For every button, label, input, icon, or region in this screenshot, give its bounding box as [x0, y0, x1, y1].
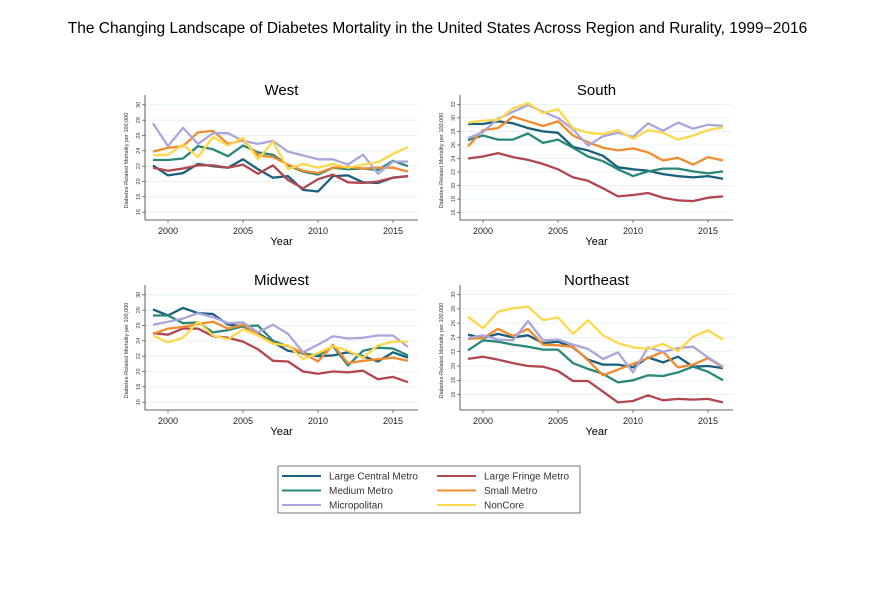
- x-tick-label: 2015: [383, 416, 403, 426]
- y-axis-label: Diabetes-Related Mortality per 100,000: [124, 113, 130, 209]
- series-line-south-small-metro: [467, 115, 724, 166]
- figure-title: The Changing Landscape of Diabetes Morta…: [67, 20, 808, 37]
- y-tick-label: 20: [451, 182, 457, 188]
- y-tick-label: 20: [136, 178, 142, 184]
- y-tick-label: 30: [136, 102, 142, 108]
- y-tick-label: 24: [451, 155, 457, 161]
- y-tick-label: 18: [136, 194, 142, 200]
- y-tick-label: 24: [451, 334, 457, 340]
- y-axis-label: Diabetes-Related Mortality per 100,000: [124, 303, 130, 399]
- series-line-northeast-noncore: [467, 305, 724, 353]
- y-tick-label: 22: [451, 169, 457, 175]
- x-tick-label: 2000: [473, 226, 493, 236]
- y-tick-label: 22: [451, 349, 457, 355]
- x-tick-label: 2005: [233, 416, 253, 426]
- legend-label: Large Central Metro: [329, 472, 418, 483]
- y-axis-label: Diabetes-Related Mortality per 100,000: [439, 113, 445, 209]
- y-tick-label: 22: [136, 163, 142, 169]
- y-tick-label: 30: [136, 292, 142, 298]
- y-tick-label: 32: [451, 101, 457, 107]
- x-axis-label: Year: [585, 426, 608, 438]
- series-line-south-medium-metro: [467, 132, 724, 178]
- x-tick-label: 2005: [548, 226, 568, 236]
- x-tick-label: 2000: [473, 416, 493, 426]
- series-line-south-large-central-metro: [468, 120, 724, 180]
- panel-title-midwest: Midwest: [254, 272, 310, 289]
- legend-box: [277, 465, 581, 514]
- x-tick-label: 2015: [698, 416, 718, 426]
- series-line-west-large-fringe-metro: [152, 163, 409, 190]
- y-tick-label: 16: [136, 209, 142, 215]
- legend-label: Large Fringe Metro: [484, 472, 569, 483]
- x-tick-label: 2010: [623, 226, 643, 236]
- y-tick-label: 30: [451, 115, 457, 121]
- y-tick-label: 18: [451, 196, 457, 202]
- y-tick-label: 28: [136, 307, 142, 313]
- y-tick-label: 28: [451, 306, 457, 312]
- series-line-midwest-large-fringe-metro: [152, 327, 409, 384]
- x-tick-label: 2000: [158, 226, 178, 236]
- y-tick-label: 30: [451, 292, 457, 298]
- x-tick-label: 2010: [308, 226, 328, 236]
- series-line-northeast-small-metro: [467, 327, 724, 377]
- y-tick-label: 28: [451, 128, 457, 134]
- x-axis-label: Year: [270, 426, 293, 438]
- y-tick-label: 28: [136, 117, 142, 123]
- y-tick-label: 18: [451, 377, 457, 383]
- x-axis-label: Year: [270, 236, 293, 248]
- y-tick-label: 26: [136, 132, 142, 138]
- panel-title-west: West: [265, 82, 300, 99]
- y-tick-label: 16: [451, 392, 457, 398]
- y-tick-label: 16: [136, 399, 142, 405]
- legend-label: NonCore: [484, 501, 524, 512]
- x-tick-label: 2015: [383, 226, 403, 236]
- x-tick-label: 2005: [548, 416, 568, 426]
- panel-title-south: South: [577, 82, 616, 99]
- y-tick-label: 24: [136, 338, 142, 344]
- legend-label: Medium Metro: [329, 486, 393, 497]
- panel-title-northeast: Northeast: [564, 272, 630, 289]
- series-line-south-micropolitan: [467, 103, 724, 147]
- y-tick-label: 18: [136, 384, 142, 390]
- legend-label: Micropolitan: [329, 501, 383, 512]
- y-tick-label: 22: [136, 353, 142, 359]
- y-tick-label: 20: [451, 363, 457, 369]
- y-tick-label: 24: [136, 148, 142, 154]
- series-line-west-noncore: [152, 135, 409, 171]
- y-tick-label: 26: [451, 142, 457, 148]
- x-tick-label: 2010: [623, 416, 643, 426]
- series-line-midwest-noncore: [152, 320, 408, 361]
- y-tick-label: 26: [451, 320, 457, 326]
- x-tick-label: 2000: [158, 416, 178, 426]
- x-tick-label: 2015: [698, 226, 718, 236]
- x-axis-label: Year: [585, 236, 608, 248]
- series-line-south-noncore: [467, 101, 724, 141]
- y-tick-label: 26: [136, 322, 142, 328]
- series-line-west-micropolitan: [152, 122, 408, 175]
- legend-label: Small Metro: [484, 486, 538, 497]
- series-line-west-small-metro: [152, 129, 409, 175]
- series-line-northeast-large-fringe-metro: [467, 355, 724, 404]
- series-line-northeast-large-central-metro: [467, 332, 724, 370]
- y-axis-label: Diabetes-Related Mortality per 100,000: [439, 303, 445, 399]
- series-line-midwest-micropolitan: [152, 312, 409, 354]
- series-line-northeast-medium-metro: [467, 339, 724, 384]
- series-line-south-large-fringe-metro: [467, 151, 724, 203]
- y-tick-label: 16: [451, 210, 457, 216]
- y-tick-label: 20: [136, 368, 142, 374]
- x-tick-label: 2010: [308, 416, 328, 426]
- x-tick-label: 2005: [233, 226, 253, 236]
